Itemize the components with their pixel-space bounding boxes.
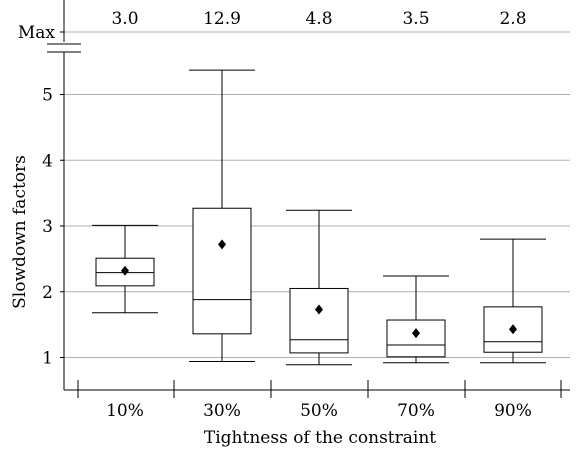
box-70pct: 3.5 [383, 9, 449, 364]
y-tick-label-5: 5 [42, 86, 53, 106]
box-iqr [192, 207, 252, 335]
y-tick-label-4: 4 [42, 151, 53, 171]
box-50pct: 4.8 [286, 9, 352, 366]
box-10pct: 3.0 [92, 9, 158, 314]
x-axis-title: Tightness of the constraint [204, 428, 436, 448]
y-tick-label-1: 1 [42, 349, 53, 369]
mean-marker [218, 239, 226, 250]
y-tick-label-3: 3 [42, 217, 53, 237]
grid-layer [64, 31, 570, 358]
x-tick-label-90pct: 90% [494, 401, 532, 421]
axis-layer: 1 2 3 4 5 Max 10% 30% 50% 70% 90% [18, 0, 570, 421]
max-value-label: 3.5 [402, 9, 429, 29]
x-tick-label-70pct: 70% [397, 401, 435, 421]
y-tick-label-2: 2 [42, 283, 53, 303]
x-tick-label-30pct: 30% [203, 401, 241, 421]
mean-marker [509, 324, 517, 335]
box-iqr [289, 287, 349, 354]
y-tick-label-max: Max [18, 23, 56, 43]
box-90pct: 2.8 [480, 9, 546, 364]
mark-layer: 3.0 12.9 4.8 3.5 2.8 [92, 9, 546, 366]
max-value-label: 2.8 [499, 9, 526, 29]
max-value-label: 3.0 [111, 9, 138, 29]
mean-marker [315, 304, 323, 315]
mean-marker [121, 265, 129, 276]
mean-marker [412, 328, 420, 339]
box-iqr [386, 319, 446, 358]
max-value-label: 12.9 [203, 9, 241, 29]
box-30pct: 12.9 [189, 9, 255, 362]
y-axis-title: Slowdown factors [10, 155, 30, 309]
max-value-label: 4.8 [305, 9, 332, 29]
x-tick-label-50pct: 50% [300, 401, 338, 421]
x-tick-label-10pct: 10% [106, 401, 144, 421]
